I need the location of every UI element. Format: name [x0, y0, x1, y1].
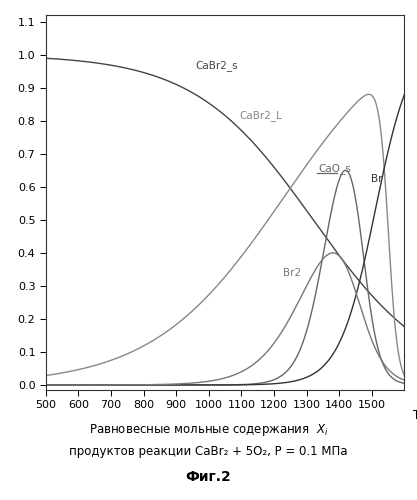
- Text: CaBr2_s: CaBr2_s: [196, 60, 239, 70]
- Text: Равновесные мольные содержания  $X_i$: Равновесные мольные содержания $X_i$: [89, 422, 328, 438]
- Text: T, K: T, K: [413, 410, 417, 422]
- Text: Br2: Br2: [283, 268, 301, 278]
- Text: CaO_s: CaO_s: [318, 163, 351, 174]
- Text: Фиг.2: Фиг.2: [186, 470, 231, 484]
- Text: продуктов реакции CaBr₂ + 5O₂, P = 0.1 МПа: продуктов реакции CaBr₂ + 5O₂, P = 0.1 М…: [69, 445, 348, 458]
- Text: Br: Br: [371, 174, 383, 184]
- Text: CaBr2_L: CaBr2_L: [240, 110, 283, 121]
